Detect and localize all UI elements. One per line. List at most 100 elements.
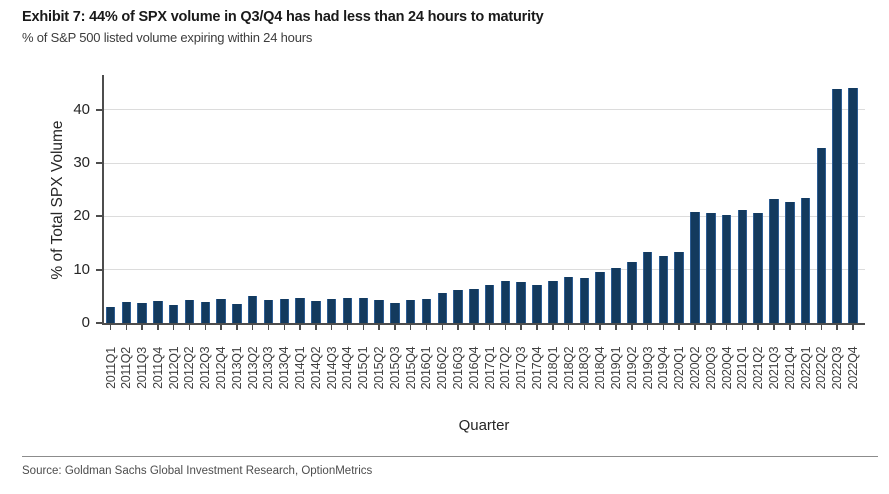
x-axis-tick (394, 325, 396, 330)
x-axis-tick (646, 325, 649, 330)
bar (405, 300, 416, 323)
bar (421, 299, 432, 323)
x-axis-tick (204, 325, 207, 330)
x-tick-label: 2012Q2 (182, 346, 197, 390)
x-tick-label: 2019Q1 (609, 346, 624, 390)
x-axis-tick (188, 325, 191, 330)
x-tick-label: 2021Q4 (782, 346, 797, 390)
x-tick-label: 2022Q2 (814, 346, 829, 390)
x-axis-line (103, 323, 865, 325)
x-axis-tick (710, 325, 712, 330)
x-axis-tick (836, 325, 838, 330)
x-axis-tick (804, 325, 807, 330)
exhibit-subtitle: % of S&P 500 listed volume expiring with… (22, 30, 313, 45)
bar (358, 298, 369, 323)
bar (785, 202, 795, 323)
x-tick-label: 2017Q3 (514, 346, 529, 390)
y-gridline (103, 215, 865, 217)
x-axis-tick (820, 325, 823, 330)
bar (390, 302, 400, 323)
bar (295, 297, 305, 323)
x-axis-tick (409, 325, 412, 330)
y-tick-label: 30 (73, 154, 90, 172)
bar (642, 251, 653, 323)
x-axis-tick (236, 325, 238, 330)
x-tick-label: 2021Q1 (735, 346, 750, 390)
source-note: Source: Goldman Sachs Global Investment … (22, 465, 373, 477)
x-tick-label: 2018Q4 (593, 346, 608, 390)
bar (105, 307, 116, 323)
y-axis-tick (96, 162, 103, 165)
x-tick-label: 2018Q3 (577, 346, 592, 390)
y-axis-tick (96, 322, 103, 324)
x-tick-label: 2011Q3 (135, 347, 150, 389)
x-axis-tick (741, 325, 744, 330)
x-tick-label: 2011Q2 (119, 347, 134, 389)
x-tick-label: 2015Q4 (403, 346, 418, 390)
x-axis-tick (172, 325, 175, 330)
bar (595, 271, 605, 323)
x-axis-tick (504, 325, 507, 330)
x-tick-label: 2022Q4 (846, 346, 860, 390)
x-axis-tick (662, 325, 665, 330)
x-tick-label: 2012Q4 (214, 346, 229, 390)
x-tick-label: 2013Q4 (277, 346, 292, 390)
x-axis-tick (251, 325, 254, 330)
x-axis-tick (457, 325, 459, 330)
x-axis-tick (425, 325, 428, 330)
bar (753, 213, 763, 323)
x-tick-label: 2020Q4 (719, 346, 734, 390)
x-tick-label: 2014Q2 (308, 346, 323, 390)
x-tick-label: 2014Q3 (324, 346, 339, 390)
y-axis-tick (96, 108, 103, 111)
bar (279, 299, 290, 323)
x-tick-label: 2019Q2 (624, 346, 639, 390)
x-tick-label: 2014Q4 (340, 346, 355, 390)
bar (816, 148, 827, 323)
x-tick-label: 2014Q1 (293, 346, 308, 390)
x-tick-label: 2021Q3 (767, 346, 781, 390)
x-tick-label: 2013Q3 (261, 346, 276, 390)
bar (579, 278, 590, 323)
x-tick-label: 2016Q4 (466, 346, 481, 390)
bar (374, 299, 384, 323)
bar (563, 276, 574, 323)
x-tick-label: 2015Q3 (387, 346, 402, 390)
x-tick-label: 2019Q4 (656, 346, 671, 390)
x-axis-tick (789, 325, 791, 330)
x-tick-label: 2011Q4 (150, 347, 165, 389)
x-axis-tick (267, 325, 270, 330)
bar (500, 280, 511, 323)
bar (627, 262, 637, 323)
bar (832, 89, 842, 323)
x-axis-tick (125, 325, 128, 330)
x-axis-tick (299, 325, 301, 330)
x-axis-tick (536, 325, 538, 330)
bar (453, 290, 463, 323)
x-axis-tick (157, 325, 159, 330)
bar (674, 252, 684, 323)
y-tick-label: 0 (81, 314, 90, 331)
bar (168, 305, 179, 323)
bar (311, 301, 321, 323)
x-axis-tick (141, 325, 143, 330)
x-axis-tick (678, 325, 680, 330)
bar (184, 299, 195, 323)
x-tick-label: 2016Q1 (419, 346, 434, 390)
x-axis-tick (852, 325, 854, 330)
x-tick-label: 2015Q1 (356, 346, 371, 390)
x-axis-tick (552, 325, 554, 330)
x-tick-label: 2022Q1 (798, 346, 813, 390)
x-axis-tick (520, 325, 522, 330)
x-axis-tick (615, 325, 617, 330)
y-tick-label: 10 (73, 260, 90, 278)
bar (658, 256, 669, 323)
x-tick-label: 2016Q2 (435, 346, 450, 390)
y-tick-label: 20 (73, 207, 90, 225)
bar (721, 215, 732, 323)
exhibit-title: Exhibit 7: 44% of SPX volume in Q3/Q4 ha… (22, 9, 544, 25)
x-tick-label: 2018Q1 (545, 346, 560, 390)
x-tick-label: 2020Q1 (672, 346, 687, 390)
